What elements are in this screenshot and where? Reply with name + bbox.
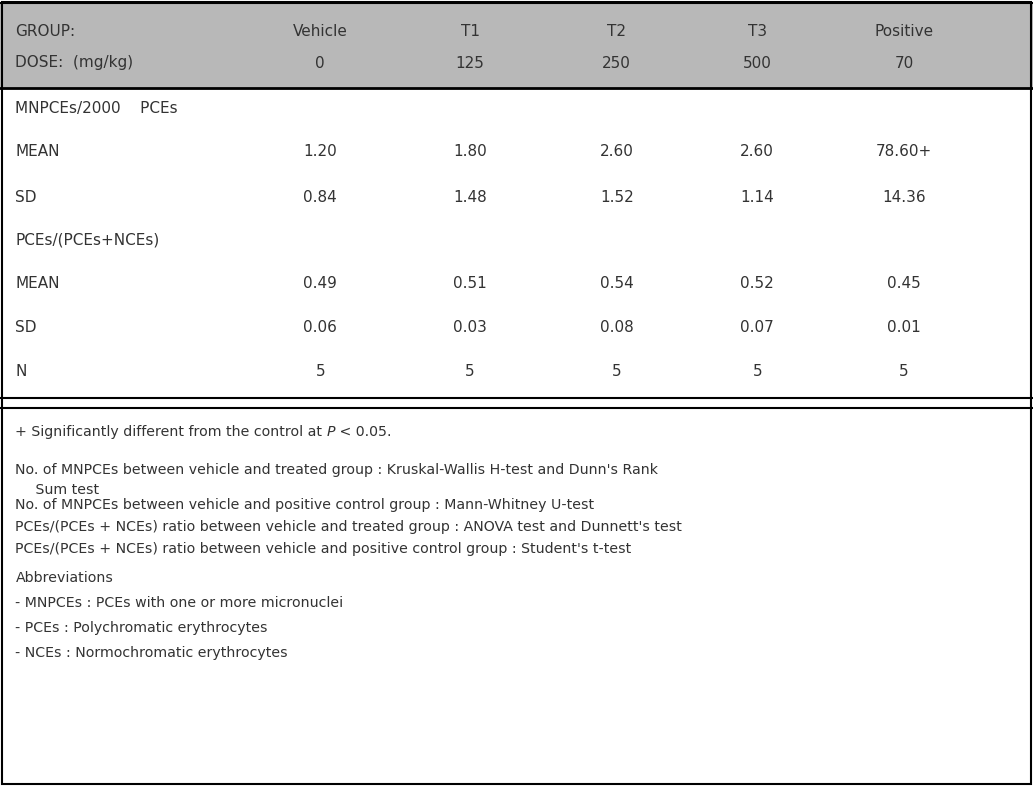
Text: PCEs/(PCEs+NCEs): PCEs/(PCEs+NCEs) xyxy=(15,233,160,248)
Text: P: P xyxy=(327,425,336,439)
Text: 0.52: 0.52 xyxy=(741,277,774,292)
Text: 0.84: 0.84 xyxy=(304,190,337,205)
Text: 1.20: 1.20 xyxy=(304,145,337,160)
Text: 0.45: 0.45 xyxy=(887,277,920,292)
Text: T1: T1 xyxy=(461,24,479,39)
Text: 0.03: 0.03 xyxy=(453,321,487,336)
Text: 1.80: 1.80 xyxy=(453,145,487,160)
Text: PCEs/(PCEs + NCEs) ratio between vehicle and treated group : ANOVA test and Dunn: PCEs/(PCEs + NCEs) ratio between vehicle… xyxy=(15,520,683,534)
Text: MEAN: MEAN xyxy=(15,145,60,160)
Text: 0.54: 0.54 xyxy=(600,277,633,292)
Text: SD: SD xyxy=(15,321,37,336)
Text: DOSE:  (mg/kg): DOSE: (mg/kg) xyxy=(15,56,133,71)
Text: 125: 125 xyxy=(456,56,484,71)
Text: MNPCEs/2000    PCEs: MNPCEs/2000 PCEs xyxy=(15,101,178,116)
Text: SD: SD xyxy=(15,190,37,205)
Text: 0.49: 0.49 xyxy=(304,277,337,292)
Text: No. of MNPCEs between vehicle and treated group : Kruskal-Wallis H-test and Dunn: No. of MNPCEs between vehicle and treate… xyxy=(15,463,658,477)
Text: 5: 5 xyxy=(612,365,622,380)
Text: No. of MNPCEs between vehicle and positive control group : Mann-Whitney U-test: No. of MNPCEs between vehicle and positi… xyxy=(15,498,595,512)
Text: PCEs/(PCEs + NCEs) ratio between vehicle and positive control group : Student's : PCEs/(PCEs + NCEs) ratio between vehicle… xyxy=(15,542,632,556)
Text: 1.52: 1.52 xyxy=(600,190,633,205)
Text: GROUP:: GROUP: xyxy=(15,24,75,39)
Text: MEAN: MEAN xyxy=(15,277,60,292)
Text: 2.60: 2.60 xyxy=(741,145,774,160)
Text: - NCEs : Normochromatic erythrocytes: - NCEs : Normochromatic erythrocytes xyxy=(15,646,288,660)
Text: Abbreviations: Abbreviations xyxy=(15,571,114,585)
Text: Positive: Positive xyxy=(874,24,934,39)
Text: 5: 5 xyxy=(465,365,475,380)
Text: 0.06: 0.06 xyxy=(304,321,337,336)
Text: 1.48: 1.48 xyxy=(453,190,487,205)
Text: Vehicle: Vehicle xyxy=(292,24,348,39)
Bar xyxy=(0,3,1033,88)
Text: 0.51: 0.51 xyxy=(453,277,487,292)
Text: 0: 0 xyxy=(315,56,325,71)
Text: 5: 5 xyxy=(752,365,762,380)
Text: 0.07: 0.07 xyxy=(741,321,774,336)
Text: - MNPCEs : PCEs with one or more micronuclei: - MNPCEs : PCEs with one or more micronu… xyxy=(15,596,344,610)
Text: 2.60: 2.60 xyxy=(600,145,633,160)
Text: 5: 5 xyxy=(899,365,909,380)
Text: 5: 5 xyxy=(315,365,325,380)
Text: 78.60+: 78.60+ xyxy=(876,145,932,160)
Text: 500: 500 xyxy=(743,56,772,71)
Text: 0.01: 0.01 xyxy=(887,321,920,336)
Text: < 0.05.: < 0.05. xyxy=(336,425,392,439)
Text: Sum test: Sum test xyxy=(31,483,99,497)
Text: 70: 70 xyxy=(895,56,913,71)
Text: - PCEs : Polychromatic erythrocytes: - PCEs : Polychromatic erythrocytes xyxy=(15,621,268,635)
Text: T2: T2 xyxy=(607,24,626,39)
Text: 0.08: 0.08 xyxy=(600,321,633,336)
Text: 250: 250 xyxy=(602,56,631,71)
Text: 1.14: 1.14 xyxy=(741,190,774,205)
Text: T3: T3 xyxy=(748,24,766,39)
Text: 14.36: 14.36 xyxy=(882,190,926,205)
Text: N: N xyxy=(15,365,27,380)
Text: + Significantly different from the control at: + Significantly different from the contr… xyxy=(15,425,327,439)
